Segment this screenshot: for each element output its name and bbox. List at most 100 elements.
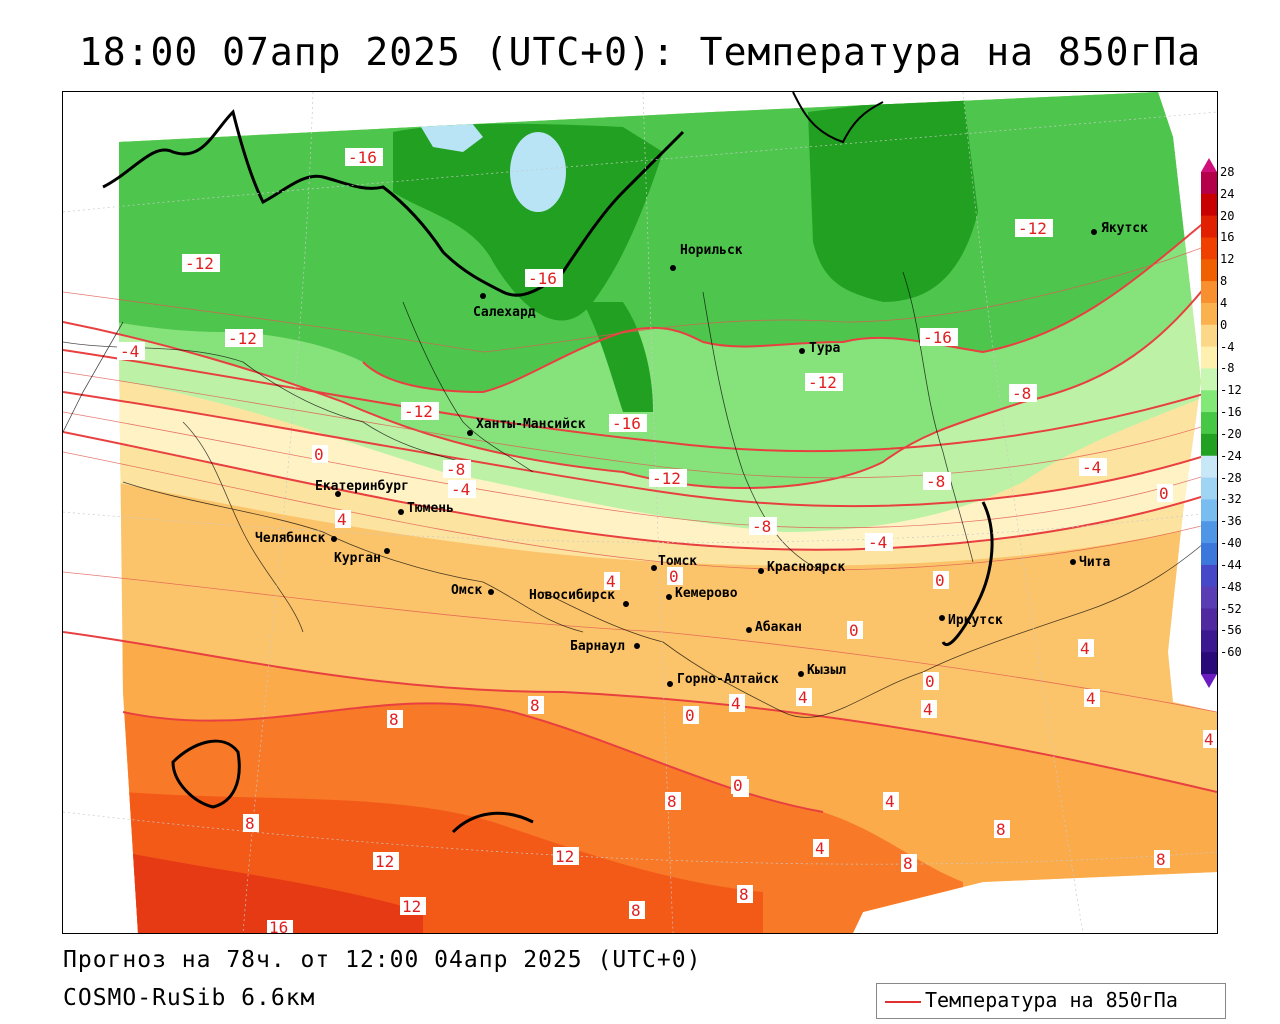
- isotherm-label: 12: [400, 897, 426, 916]
- isotherm-label: 4: [883, 792, 899, 811]
- isotherm-label: -12: [1015, 219, 1053, 238]
- svg-text:4: 4: [885, 792, 895, 811]
- svg-text:0: 0: [669, 567, 679, 586]
- svg-text:4: 4: [923, 700, 933, 719]
- svg-text:-16: -16: [528, 269, 557, 288]
- colorbar-tick-label: -44: [1220, 557, 1242, 572]
- colorbar-tick-label: -24: [1220, 448, 1242, 463]
- isotherm-label: -12: [182, 254, 220, 273]
- svg-text:-12: -12: [652, 469, 681, 488]
- svg-text:16: 16: [269, 918, 288, 933]
- isotherm-label: 4: [335, 510, 351, 529]
- isotherm-label: 8: [629, 901, 645, 920]
- city-omsk: Омск: [451, 583, 494, 598]
- svg-text:8: 8: [245, 814, 255, 833]
- svg-text:Кызыл: Кызыл: [807, 663, 846, 678]
- map-canvas: Норильск Якутск Салехард Тура Ханты-Манс…: [63, 92, 1217, 933]
- svg-text:Кемерово: Кемерово: [675, 586, 738, 601]
- svg-text:0: 0: [314, 445, 324, 464]
- svg-text:Горно-Алтайск: Горно-Алтайск: [677, 672, 779, 687]
- svg-text:4: 4: [1204, 730, 1214, 749]
- colorbar-cell: [1201, 237, 1217, 260]
- colorbar-tick-label: 16: [1220, 230, 1235, 245]
- svg-text:Иркутск: Иркутск: [948, 613, 1003, 628]
- svg-text:-12: -12: [1018, 219, 1047, 238]
- svg-text:0: 0: [935, 571, 945, 590]
- svg-text:-12: -12: [808, 373, 837, 392]
- isotherm-label: 0: [731, 776, 747, 795]
- colorbar-cell: [1201, 564, 1217, 588]
- colorbar-tick-label: 20: [1220, 208, 1235, 223]
- temperature-map: Норильск Якутск Салехард Тура Ханты-Манс…: [62, 91, 1218, 934]
- city-yekaterinburg: Екатеринбург: [315, 479, 409, 497]
- svg-text:4: 4: [337, 510, 347, 529]
- colorbar-cell: [1201, 302, 1217, 326]
- colorbar-cell: [1201, 630, 1217, 653]
- city-abakan: Абакан: [746, 620, 802, 635]
- isotherm-label: -8: [749, 517, 777, 536]
- colorbar-tick-label: -12: [1220, 383, 1242, 398]
- map-title: 18:00 07апр 2025 (UTC+0): Температура на…: [78, 30, 1202, 74]
- isotherm-label: -16: [920, 328, 958, 347]
- svg-text:12: 12: [402, 897, 421, 916]
- city-novosibirsk: Новосибирск: [529, 588, 629, 607]
- svg-text:-8: -8: [926, 472, 945, 491]
- svg-text:Тура: Тура: [809, 341, 840, 356]
- colorbar-tick-label: -8: [1220, 361, 1235, 376]
- isotherm-labels: -16 -12 -12 -16 -12 -16 -12 -4 -12 -12 -…: [117, 148, 1217, 933]
- svg-text:-12: -12: [404, 402, 433, 421]
- colorbar-cell: [1201, 259, 1217, 282]
- colorbar-tick-label: -56: [1220, 623, 1242, 638]
- isotherm-label: -4: [1079, 458, 1107, 477]
- city-kurgan: Курган: [334, 548, 390, 566]
- colorbar-tick-label: 24: [1220, 186, 1235, 201]
- svg-text:8: 8: [631, 901, 641, 920]
- svg-text:-12: -12: [185, 254, 214, 273]
- colorbar-cell: [1201, 455, 1217, 479]
- colorbar-cell: [1201, 390, 1217, 413]
- isotherm-label: 4: [1078, 639, 1094, 658]
- colorbar-tick-label: -52: [1220, 601, 1242, 616]
- svg-text:4: 4: [1086, 689, 1096, 708]
- isotherm-label: -4: [448, 480, 476, 499]
- isotherm-label: 4: [921, 700, 937, 719]
- colorbar-tick-label: -4: [1220, 339, 1235, 354]
- colorbar-tick-label: 12: [1220, 252, 1235, 267]
- colorbar-tick-label: 28: [1220, 165, 1235, 179]
- svg-text:-16: -16: [348, 148, 377, 167]
- city-tomsk: Томск: [651, 554, 697, 571]
- legend-line-swatch: [885, 1001, 921, 1003]
- city-yakutsk: Якутск: [1091, 221, 1148, 236]
- colorbar-cell: [1201, 477, 1217, 500]
- colorbar-cell: [1201, 368, 1217, 391]
- isotherm-label: -4: [117, 342, 145, 361]
- svg-text:Омск: Омск: [451, 583, 482, 598]
- colorbar-cell: [1201, 215, 1217, 238]
- svg-text:4: 4: [731, 694, 741, 713]
- colorbar-tick-label: 4: [1220, 295, 1228, 310]
- city-chita: Чита: [1070, 555, 1110, 570]
- isotherm-label: -8: [923, 472, 951, 491]
- legend-label: Температура на 850гПа: [925, 988, 1178, 1012]
- city-kemerovo: Кемерово: [666, 586, 738, 601]
- isotherm-label: 4: [1203, 730, 1217, 749]
- city-krasnoyarsk: Красноярск: [758, 560, 845, 575]
- colorbar-cell: [1201, 608, 1217, 631]
- svg-text:8: 8: [667, 792, 677, 811]
- svg-text:Томск: Томск: [658, 554, 697, 569]
- isotherm-label: -8: [443, 460, 471, 479]
- isotherm-label: 16: [267, 918, 293, 933]
- colorbar: [1201, 158, 1217, 688]
- isotherm-label: -4: [865, 533, 893, 552]
- city-markers: Норильск Якутск Салехард Тура Ханты-Манс…: [255, 221, 1148, 687]
- isotherm-label: 0: [847, 621, 863, 640]
- svg-text:0: 0: [849, 621, 859, 640]
- isotherm-lines: [63, 211, 1217, 813]
- svg-text:-4: -4: [1082, 458, 1101, 477]
- svg-text:0: 0: [1159, 484, 1169, 503]
- colorbar-tick-label: 0: [1220, 317, 1228, 332]
- svg-text:-8: -8: [752, 517, 771, 536]
- svg-text:8: 8: [1156, 850, 1166, 869]
- city-gorno-altaysk: Горно-Алтайск: [667, 672, 779, 687]
- isotherm-label: 12: [373, 852, 399, 871]
